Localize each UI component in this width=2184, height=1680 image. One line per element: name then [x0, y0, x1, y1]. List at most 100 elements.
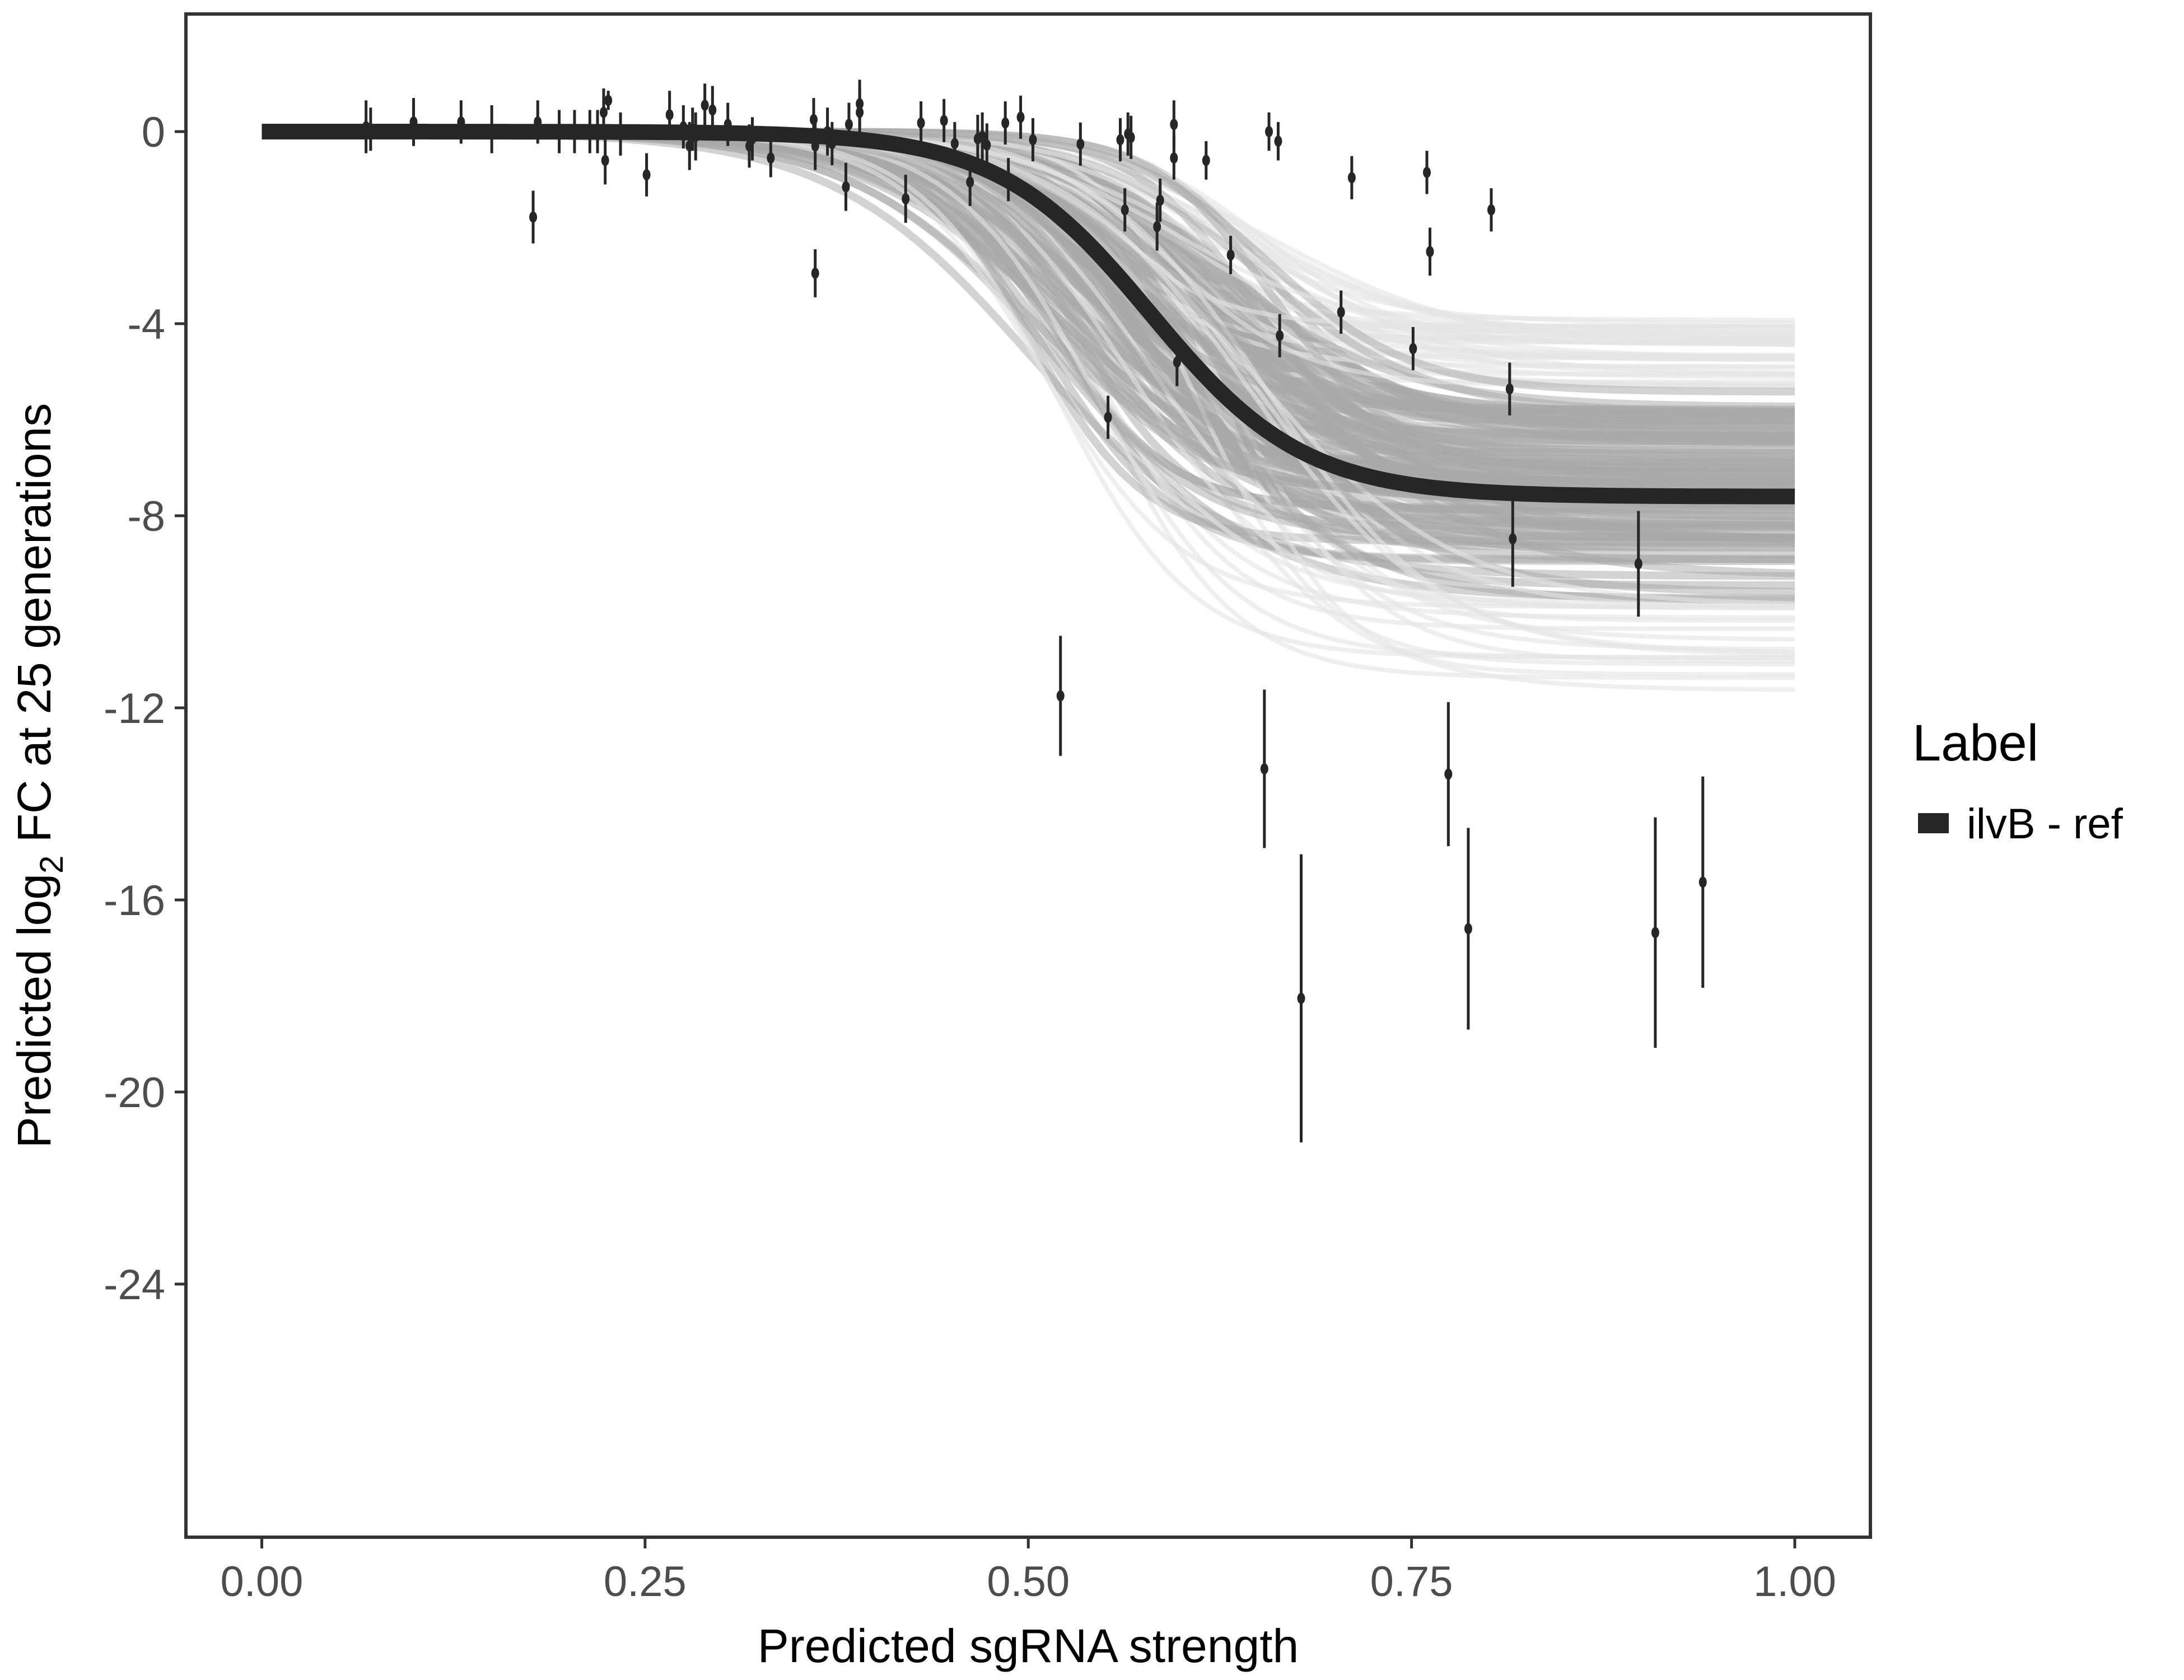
data-point [1104, 395, 1112, 439]
point-marker [823, 126, 832, 137]
data-point [1276, 314, 1284, 358]
data-point [679, 105, 688, 149]
point-marker [599, 106, 608, 118]
point-marker [966, 176, 974, 188]
data-point [488, 105, 496, 153]
legend: Label ilvB - ref [1912, 715, 2124, 848]
data-point [966, 158, 974, 206]
data-point [917, 101, 925, 145]
data-point [828, 122, 836, 166]
data-point [1016, 95, 1025, 139]
data-point [594, 110, 602, 153]
data-point [978, 112, 987, 161]
data-point [1056, 636, 1065, 756]
point-marker [1076, 138, 1085, 150]
data-point [1409, 327, 1417, 371]
data-point [555, 110, 563, 153]
point-marker [1464, 923, 1472, 935]
data-point [366, 108, 375, 151]
point-marker [366, 123, 375, 135]
point-marker [1487, 204, 1495, 216]
point-marker [665, 109, 674, 120]
data-point [940, 99, 948, 142]
data-point [570, 110, 578, 153]
data-point [1297, 854, 1305, 1143]
x-tick-label: 0.75 [1370, 1558, 1453, 1606]
data-point [1505, 362, 1514, 416]
fit-curve-ilvb-ref [262, 124, 1795, 505]
point-marker [1260, 763, 1268, 774]
point-marker [1029, 134, 1037, 146]
data-point [844, 102, 853, 146]
data-point [604, 91, 613, 110]
data-point [409, 97, 418, 146]
data-points [362, 80, 1707, 1143]
x-tick-label: 0.00 [221, 1558, 304, 1606]
posterior-band [262, 128, 1795, 692]
point-marker [748, 133, 757, 144]
data-point [748, 117, 757, 161]
point-marker [811, 140, 819, 152]
point-marker [692, 130, 700, 142]
data-point [823, 108, 832, 156]
data-point [1004, 158, 1012, 202]
y-axis: 0 -4 -8 -12 -16 -20 -24 [104, 109, 186, 1309]
point-marker [1170, 119, 1178, 130]
data-point [1226, 236, 1235, 274]
point-marker [1423, 166, 1431, 178]
x-tick-label: 1.00 [1753, 1558, 1836, 1606]
point-marker [1426, 246, 1434, 258]
y-tick-label: -16 [104, 877, 165, 925]
point-marker [917, 117, 925, 129]
point-marker [1170, 152, 1178, 164]
point-marker [1153, 221, 1161, 232]
x-axis-title: Predicted sgRNA strength [758, 1620, 1299, 1672]
data-point [1347, 156, 1356, 199]
point-marker [586, 126, 594, 137]
data-point [1121, 188, 1129, 232]
x-tick-label: 0.50 [987, 1558, 1070, 1606]
y-tick-label: -8 [127, 493, 165, 540]
point-marker [1056, 690, 1065, 702]
data-point [692, 112, 700, 161]
data-point [1202, 141, 1210, 180]
point-marker [844, 119, 853, 130]
data-point [701, 83, 709, 127]
data-point [1170, 136, 1178, 180]
point-marker [1274, 136, 1282, 147]
data-point [1260, 689, 1268, 848]
data-point [1274, 122, 1282, 161]
y-tick-label: 0 [142, 109, 165, 156]
point-marker [1276, 330, 1284, 342]
point-marker [1226, 249, 1235, 261]
point-marker [1016, 111, 1025, 123]
data-point [767, 138, 775, 178]
x-tick-label: 0.25 [604, 1558, 687, 1606]
point-marker [1001, 117, 1010, 129]
point-marker [1634, 558, 1642, 570]
data-point [902, 175, 910, 223]
data-point [586, 110, 594, 153]
point-marker [529, 211, 538, 223]
point-marker [555, 126, 563, 137]
data-point [1127, 115, 1135, 159]
data-point [983, 123, 991, 167]
legend-key-ilvb-ref [1918, 813, 1949, 833]
x-axis: 0.00 0.25 0.50 0.75 1.00 [221, 1537, 1836, 1606]
data-point [1001, 101, 1010, 145]
data-point [601, 136, 609, 185]
data-point [1076, 122, 1085, 166]
point-marker [601, 155, 609, 166]
y-tick-label: -20 [104, 1069, 165, 1117]
point-marker [811, 267, 819, 279]
point-marker [457, 116, 465, 128]
data-point [599, 88, 608, 137]
point-marker [1173, 356, 1181, 368]
data-point [1156, 179, 1164, 222]
data-point [617, 112, 625, 156]
data-point [1116, 118, 1124, 162]
point-marker [1505, 383, 1514, 395]
point-marker [842, 181, 850, 193]
point-marker [604, 95, 613, 106]
